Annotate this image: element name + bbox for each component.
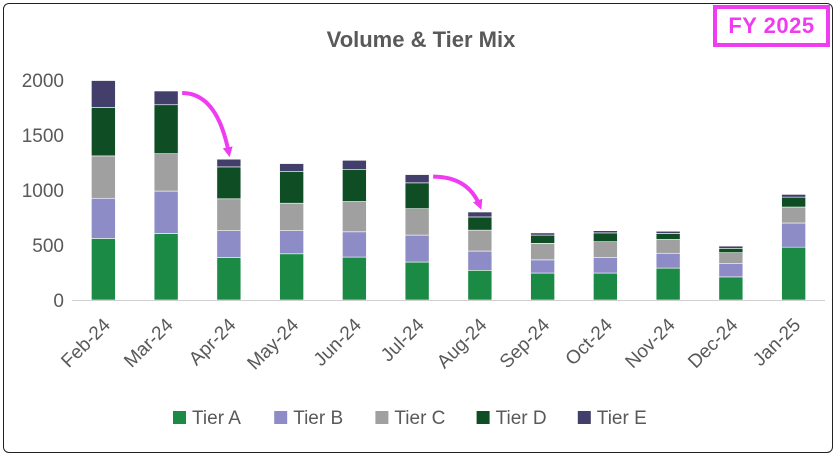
x-tick-label: Sep-24 <box>496 314 554 372</box>
bar-segment <box>530 234 555 244</box>
legend-label: Tier B <box>293 408 343 429</box>
bar-segment <box>655 252 681 269</box>
x-axis: Feb-24 Mar-24 Apr-24 May-24 Jun-24 Jul-24 Aug-… <box>57 314 805 374</box>
bar-segment <box>655 267 681 301</box>
legend-swatch <box>173 411 186 424</box>
bar-segment <box>781 196 806 208</box>
bar-segment <box>404 234 430 263</box>
bar-segment <box>342 201 367 233</box>
bar-segment <box>216 198 242 232</box>
bar-segment <box>279 230 304 255</box>
bar-segment <box>342 169 367 202</box>
y-tick-label: 500 <box>32 236 64 257</box>
y-tick-label: 1000 <box>22 181 64 202</box>
legend-label: Tier D <box>496 408 547 429</box>
bar-segment <box>91 155 116 199</box>
legend-label: Tier A <box>192 408 241 429</box>
bar-segment <box>216 230 242 258</box>
bar-segment <box>279 163 304 172</box>
bar-segment <box>530 232 555 236</box>
bar-segment <box>593 230 618 234</box>
bar-segment <box>781 246 806 301</box>
bar-segment <box>404 182 430 210</box>
bar-segment <box>153 104 179 155</box>
bar-segment <box>530 243 555 261</box>
bar-segment <box>718 245 744 249</box>
legend: Tier A Tier B Tier C Tier D Tier E <box>173 408 647 429</box>
bar-segment <box>467 229 493 252</box>
bar-segment <box>530 272 555 301</box>
bar-segment <box>718 252 744 264</box>
bar-segment <box>467 269 493 301</box>
x-tick-label: May-24 <box>244 314 304 374</box>
bar-segment <box>342 231 367 258</box>
legend-swatch <box>375 411 389 424</box>
bar-segment <box>91 80 116 108</box>
legend-swatch <box>577 411 591 424</box>
bar-segment <box>153 153 179 192</box>
y-axis: 0 500 1000 1500 2000 <box>22 71 64 312</box>
bar-segment <box>404 261 430 301</box>
legend-label: Tier C <box>394 408 445 429</box>
legend-swatch <box>476 411 490 424</box>
legend-swatch <box>274 411 288 424</box>
x-tick-label: Nov-24 <box>622 314 680 372</box>
y-tick-label: 2000 <box>22 71 64 92</box>
bar-segment <box>530 259 555 274</box>
bar-segment <box>593 272 618 301</box>
fiscal-year-badge: FY 2025 <box>713 5 830 47</box>
bar-segment <box>153 190 179 234</box>
bar-segment <box>342 160 367 170</box>
y-tick-label: 0 <box>53 291 64 312</box>
bar-segment <box>216 166 242 200</box>
x-tick-label: Dec-24 <box>684 314 742 372</box>
bar-segment <box>655 239 681 254</box>
bar-segment <box>404 208 430 236</box>
x-tick-label: Aug-24 <box>433 314 491 372</box>
x-tick-label: Jan-25 <box>749 315 805 371</box>
bar-segment <box>593 257 618 274</box>
bar-segment <box>216 257 242 301</box>
x-tick-label: Jul-24 <box>377 314 429 366</box>
bar-segment <box>467 250 493 271</box>
bar-segment <box>91 197 116 239</box>
bar-segment <box>467 216 493 231</box>
chart-title: Volume & Tier Mix <box>327 27 516 52</box>
bar-segment <box>781 194 806 198</box>
bar-segment <box>655 233 681 240</box>
bar-segment <box>342 256 367 301</box>
bar-segment <box>279 253 304 301</box>
annotation-arrow <box>182 91 233 158</box>
bars-group <box>91 80 806 301</box>
annotations-group <box>182 91 483 210</box>
bar-segment <box>467 211 493 218</box>
bar-segment <box>153 90 179 106</box>
y-tick-label: 1500 <box>22 126 64 147</box>
bar-segment <box>91 107 116 157</box>
bar-segment <box>593 241 618 258</box>
bar-segment <box>781 222 806 248</box>
x-tick-label: Apr-24 <box>185 314 240 369</box>
bar-segment <box>593 232 618 242</box>
bar-segment <box>91 238 116 301</box>
bar-segment <box>279 171 304 204</box>
bar-segment <box>655 230 681 234</box>
bar-segment <box>718 276 744 301</box>
bar-segment <box>718 248 744 254</box>
bar-segment <box>279 202 304 231</box>
bar-segment <box>781 206 806 224</box>
bar-segment <box>216 158 242 168</box>
bar-segment <box>718 263 744 278</box>
legend-label: Tier E <box>597 408 647 429</box>
x-tick-label: Mar-24 <box>120 314 178 372</box>
x-tick-label: Jun-24 <box>310 314 366 370</box>
bar-segment <box>153 233 179 301</box>
annotation-arrow <box>433 174 483 210</box>
x-tick-label: Oct-24 <box>562 314 617 369</box>
x-tick-label: Feb-24 <box>57 314 115 372</box>
bar-segment <box>404 174 430 184</box>
